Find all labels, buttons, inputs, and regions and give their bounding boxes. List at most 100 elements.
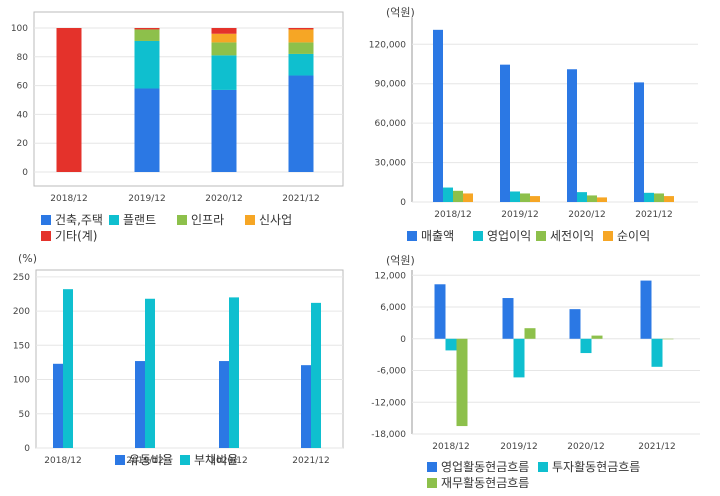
- legend-swatch: [109, 215, 119, 225]
- bar-segment: [134, 88, 160, 172]
- chart-cash-flow: (억원) -18,000 -12,000 -6,000 0 6,000 12,000 201…: [360, 248, 720, 496]
- bar: [434, 284, 446, 339]
- x-tick-label: 2021/12: [282, 194, 319, 204]
- legend-swatch: [427, 462, 437, 472]
- legend-item: 유동비율: [115, 453, 173, 467]
- legend-label: 투자활동현금흐름: [552, 460, 641, 474]
- chart-revenue-profit-svg: 0 30,000 60,000 90,000 120,000 2018/12 2019/12…: [369, 18, 698, 220]
- bar-segment: [288, 28, 314, 30]
- legend-label: 신사업: [259, 213, 293, 227]
- legend-label: 재무활동현금흐름: [441, 476, 530, 490]
- chart-business-mix: 0 20 40 60 80 100 2018/12 2019/12 2020/12 2021/12…: [0, 0, 360, 248]
- legend-item: 매출액: [407, 229, 454, 243]
- chart-business-mix-svg: 0 20 40 60 80 100 2018/12 2019/12 2020/12 2021/12: [11, 11, 344, 204]
- x-tick-label: 2020/12: [567, 442, 604, 452]
- legend-swatch: [177, 215, 187, 225]
- y-tick-label: 6,000: [380, 303, 406, 313]
- bar: [443, 187, 453, 202]
- legend-item: 영업활동현금흐름: [427, 460, 529, 474]
- bar: [634, 82, 644, 202]
- x-tick-label: 2018/12: [44, 456, 81, 466]
- y-tick-label: 30,000: [375, 159, 407, 169]
- legend-label: 건축,주택: [55, 213, 103, 227]
- bar: [145, 298, 155, 448]
- bar: [664, 196, 674, 202]
- bar: [580, 338, 592, 354]
- bar: [453, 190, 463, 202]
- bar: [301, 365, 311, 448]
- bar: [569, 309, 581, 339]
- bar: [587, 195, 597, 202]
- bar-segment: [134, 28, 160, 30]
- bar-segment: [211, 55, 237, 90]
- bar: [311, 302, 321, 448]
- x-tick-label: 2021/12: [638, 442, 675, 452]
- y-tick-label: -12,000: [371, 398, 406, 408]
- x-tick-label: 2019/12: [128, 194, 165, 204]
- legend-swatch: [427, 478, 437, 488]
- legend-swatch: [41, 215, 51, 225]
- bar: [524, 328, 536, 339]
- chart-cash-flow-unit: (억원): [386, 254, 415, 267]
- bar: [445, 338, 457, 351]
- legend-item: 신사업: [245, 213, 292, 227]
- legend-label: 세전이익: [550, 229, 595, 243]
- bar-segment: [211, 89, 237, 172]
- legend-label: 부채비율: [194, 453, 239, 467]
- y-tick-label: 20: [17, 139, 29, 149]
- bar: [644, 192, 654, 202]
- legend-swatch: [407, 231, 417, 241]
- legend-item: 투자활동현금흐름: [538, 460, 640, 474]
- y-tick-label: -6,000: [377, 367, 406, 377]
- legend-swatch: [41, 231, 51, 241]
- legend-item: 인프라: [177, 213, 224, 227]
- legend-swatch: [603, 231, 613, 241]
- bar: [520, 193, 530, 202]
- bar: [500, 64, 510, 203]
- legend-swatch: [180, 455, 190, 465]
- y-tick-label: 0: [24, 444, 30, 454]
- legend-item: 플랜트: [109, 213, 156, 227]
- legend-swatch: [115, 455, 125, 465]
- x-tick-label: 2020/12: [210, 456, 247, 466]
- chart-revenue-profit: (억원) 0 30,000 60,000 90,000 120,000 2018/12 20…: [360, 0, 720, 248]
- bar: [219, 361, 229, 448]
- x-tick-label: 2020/12: [568, 210, 605, 220]
- y-tick-label: 200: [13, 307, 30, 317]
- y-tick-label: 0: [400, 198, 406, 208]
- y-tick-label: 50: [19, 410, 31, 420]
- bar-segment: [211, 33, 237, 43]
- legend-swatch: [473, 231, 483, 241]
- legend-label: 인프라: [191, 213, 225, 227]
- bar-segment: [288, 53, 314, 76]
- bar-segment: [288, 29, 314, 43]
- bar: [640, 280, 652, 339]
- chart-ratios-unit: (%): [18, 252, 38, 265]
- chart-revenue-profit-legend: 매출액 영업이익 세전이익 순이익: [360, 0, 720, 248]
- chart-ratios: (%) 0 50 100 150 200 250 2018/12 2019/12 2020/12…: [0, 248, 360, 496]
- legend-item: 부채비율: [180, 453, 238, 467]
- legend-item: 기타(계): [41, 229, 97, 243]
- y-tick-label: 40: [17, 110, 29, 120]
- legend-label: 순이익: [617, 229, 651, 243]
- x-tick-label: 2019/12: [501, 210, 538, 220]
- bar: [567, 69, 577, 202]
- bar: [456, 338, 468, 427]
- bar: [135, 361, 145, 448]
- legend-item: 영업이익: [473, 229, 531, 243]
- bar: [510, 191, 520, 202]
- legend-label: 유동비율: [129, 453, 174, 467]
- legend-item: 순이익: [603, 229, 650, 243]
- legend-label: 영업이익: [487, 229, 532, 243]
- y-tick-label: 100: [13, 376, 30, 386]
- chart-ratios-svg: 0 50 100 150 200 250 2018/12 2019/12 2020/12 2021…: [13, 269, 344, 466]
- y-tick-label: 60: [17, 82, 29, 92]
- legend-swatch: [245, 215, 255, 225]
- x-tick-label: 2020/12: [205, 194, 242, 204]
- legend-swatch: [536, 231, 546, 241]
- bar-segment: [211, 28, 237, 34]
- bar: [662, 338, 674, 340]
- legend-item: 건축,주택: [41, 213, 103, 227]
